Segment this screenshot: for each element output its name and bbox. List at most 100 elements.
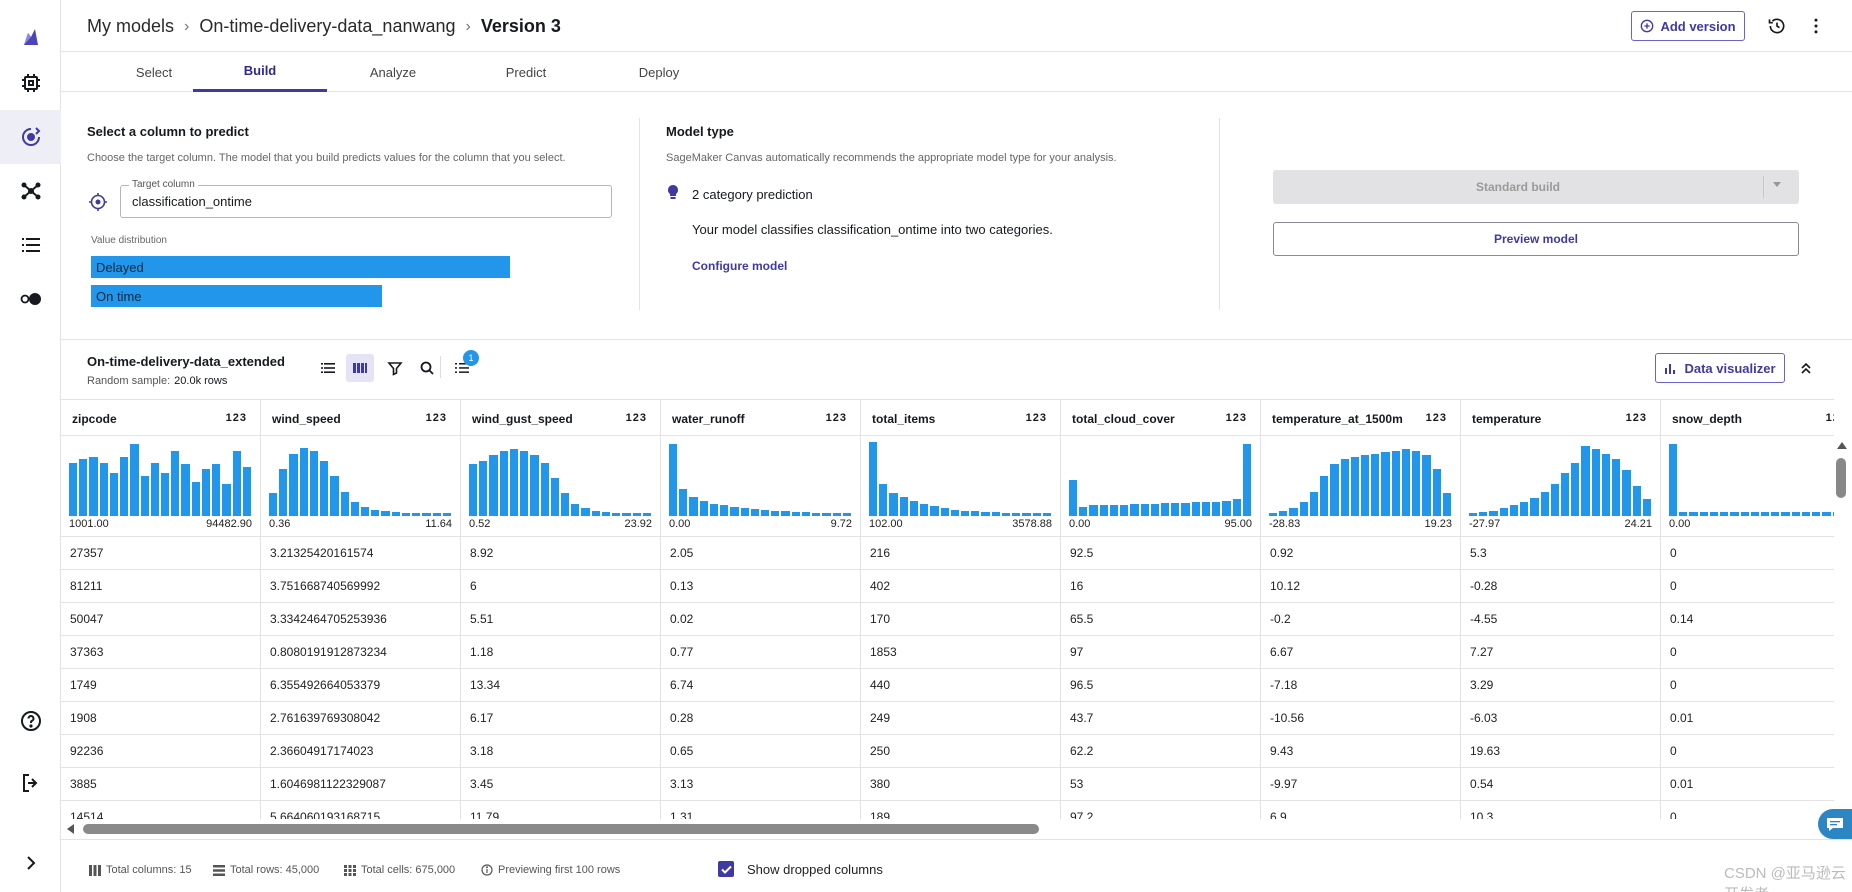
table-cell[interactable]: 1908 [61,701,261,734]
table-cell[interactable]: 6.9 [1261,800,1461,819]
horizontal-scroll-thumb[interactable] [83,824,1039,834]
table-cell[interactable]: -10.56 [1261,701,1461,734]
table-cell[interactable]: 2.36604917174023 [261,734,461,767]
table-cell[interactable]: 380 [861,767,1061,800]
table-cell[interactable]: 96.5 [1061,668,1261,701]
table-cell[interactable]: 50047 [61,602,261,635]
table-cell[interactable]: 0.65 [661,734,861,767]
filter-icon[interactable] [381,354,409,382]
target-column-select[interactable] [120,185,612,218]
table-cell[interactable]: 249 [861,701,1061,734]
table-cell[interactable]: 2.761639769308042 [261,701,461,734]
table-cell[interactable]: 62.2 [1061,734,1261,767]
table-cell[interactable]: 16 [1061,569,1261,602]
breadcrumb-model[interactable]: On-time-delivery-data_nanwang [199,16,456,36]
column-header[interactable]: temperature_at_1500m 123 [1261,400,1461,436]
table-cell[interactable]: 6.67 [1261,635,1461,668]
table-cell[interactable]: 0.01 [1661,701,1834,734]
configure-model-link[interactable]: Configure model [692,259,788,273]
table-cell[interactable]: 3.45 [461,767,661,800]
table-cell[interactable]: 92236 [61,734,261,767]
table-cell[interactable]: 53 [1061,767,1261,800]
horizontal-scrollbar[interactable] [61,821,1834,837]
table-cell[interactable]: 5.664060193168715 [261,800,461,819]
mlops-icon[interactable] [0,164,61,218]
table-cell[interactable]: 0 [1661,734,1834,767]
table-cell[interactable]: 43.7 [1061,701,1261,734]
chevron-down-icon[interactable] [1773,182,1781,187]
table-cell[interactable]: 3885 [61,767,261,800]
table-cell[interactable]: 0 [1661,569,1834,602]
table-cell[interactable]: 1749 [61,668,261,701]
table-cell[interactable]: 13.34 [461,668,661,701]
column-header[interactable]: total_items 123 [861,400,1061,436]
table-cell[interactable]: -7.18 [1261,668,1461,701]
table-cell[interactable]: 9.43 [1261,734,1461,767]
scroll-left-icon[interactable] [67,824,74,834]
table-cell[interactable]: 3.13 [661,767,861,800]
column-header[interactable]: temperature 123 [1461,400,1661,436]
vertical-scrollbar[interactable] [1834,438,1848,818]
search-icon[interactable] [413,354,441,382]
table-cell[interactable]: 0.77 [661,635,861,668]
table-cell[interactable]: 27357 [61,536,261,569]
table-cell[interactable]: -0.28 [1461,569,1661,602]
table-cell[interactable]: 2.05 [661,536,861,569]
table-cell[interactable]: 14514 [61,800,261,819]
toggle-icon[interactable] [0,272,61,326]
table-cell[interactable]: 250 [861,734,1061,767]
table-cell[interactable]: 170 [861,602,1061,635]
data-grid[interactable]: zipcode 123 1001.00 94482.90 27357 81211 50047… [61,399,1834,819]
table-cell[interactable]: 37363 [61,635,261,668]
column-header[interactable]: snow_depth 123 [1661,400,1834,436]
show-dropped-checkbox[interactable] [718,861,734,877]
column-header[interactable]: zipcode 123 [61,400,261,436]
table-cell[interactable]: 10.12 [1261,569,1461,602]
tab-analyze[interactable]: Analyze [369,64,417,80]
column-header[interactable]: water_runoff 123 [661,400,861,436]
chip-icon[interactable] [0,56,61,110]
table-cell[interactable]: -0.2 [1261,602,1461,635]
list-view-icon[interactable] [314,354,342,382]
table-cell[interactable]: 92.5 [1061,536,1261,569]
table-cell[interactable]: 6.17 [461,701,661,734]
table-cell[interactable]: 402 [861,569,1061,602]
help-icon[interactable] [0,694,61,748]
table-cell[interactable]: -4.55 [1461,602,1661,635]
table-cell[interactable]: 5.3 [1461,536,1661,569]
table-cell[interactable]: 7.27 [1461,635,1661,668]
breadcrumb-my-models[interactable]: My models [87,16,175,36]
history-icon[interactable] [1764,13,1790,39]
table-cell[interactable]: 10.3 [1461,800,1661,819]
table-cell[interactable]: 1853 [861,635,1061,668]
table-cell[interactable]: 65.5 [1061,602,1261,635]
scroll-up-icon[interactable] [1837,442,1847,449]
table-cell[interactable]: 8.92 [461,536,661,569]
table-cell[interactable]: -9.97 [1261,767,1461,800]
sign-out-icon[interactable] [0,756,61,810]
tab-deploy[interactable]: Deploy [638,64,680,80]
table-cell[interactable]: 0.14 [1661,602,1834,635]
table-cell[interactable]: 0.28 [661,701,861,734]
tab-build[interactable]: Build [193,52,327,92]
models-icon[interactable] [0,110,61,164]
data-transforms-icon[interactable] [448,354,476,382]
table-cell[interactable]: 6.74 [661,668,861,701]
table-cell[interactable]: 0.54 [1461,767,1661,800]
table-cell[interactable]: 0.01 [1661,767,1834,800]
chat-button[interactable] [1818,809,1852,839]
preview-model-button[interactable]: Preview model [1273,222,1799,256]
collapse-icon[interactable] [1796,358,1816,378]
table-cell[interactable]: 3.3342464705253936 [261,602,461,635]
table-cell[interactable]: 97.2 [1061,800,1261,819]
column-header[interactable]: wind_gust_speed 123 [461,400,661,436]
more-options-icon[interactable] [1803,13,1829,39]
table-cell[interactable]: 0.92 [1261,536,1461,569]
table-cell[interactable]: 0.13 [661,569,861,602]
table-cell[interactable]: 0.02 [661,602,861,635]
table-cell[interactable]: 3.29 [1461,668,1661,701]
table-cell[interactable]: 1.18 [461,635,661,668]
vertical-scroll-thumb[interactable] [1836,458,1846,498]
table-cell[interactable]: 440 [861,668,1061,701]
datasets-list-icon[interactable] [0,218,61,272]
